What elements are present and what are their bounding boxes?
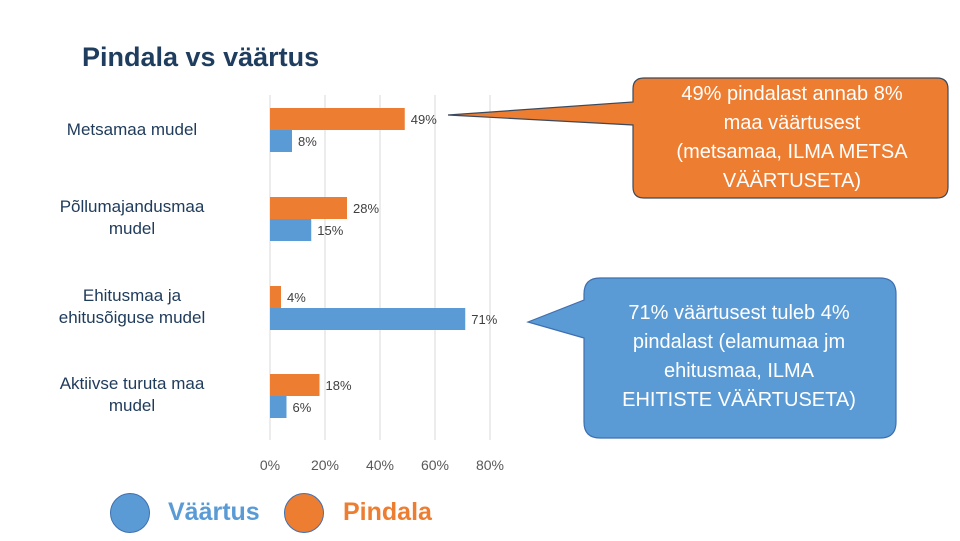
category-label-ehitusmaa: Ehitusmaa ja ehitusõiguse mudel xyxy=(12,285,252,329)
category-label-line: Metsamaa mudel xyxy=(66,120,198,139)
callout-line: maa väärtusest xyxy=(723,112,861,134)
callout-line: 49% pindalast annab 8% xyxy=(681,83,903,105)
x-tick-label: 0% xyxy=(260,457,280,473)
category-label-pollumajandusmaa: Põllumajandusmaa mudel xyxy=(12,196,252,240)
chart-title: Pindala vs väärtus xyxy=(82,42,320,72)
data-label: 15% xyxy=(317,223,343,238)
callout-line: EHITISTE VÄÄRTUSETA) xyxy=(622,389,856,411)
category-label-line: Ehitusmaa ja xyxy=(82,286,182,305)
callout-line: (metsamaa, ILMA METSA xyxy=(676,141,908,163)
category-label-line: mudel xyxy=(108,219,156,238)
bar-pindala xyxy=(270,197,347,219)
bar-pindala xyxy=(270,108,405,130)
bar-vaartus xyxy=(270,219,312,241)
data-label: 71% xyxy=(471,312,497,327)
category-label-metsamaa: Metsamaa mudel xyxy=(12,119,252,141)
callout-forest-bubble xyxy=(447,77,949,199)
x-tick-label: 60% xyxy=(421,457,449,473)
callout-line: pindalast (elamumaa jm xyxy=(632,331,846,353)
bar-pindala xyxy=(270,374,320,396)
data-label: 28% xyxy=(353,201,379,216)
data-label: 6% xyxy=(293,400,312,415)
data-label: 49% xyxy=(411,112,437,127)
legend-pindala-label: Pindala xyxy=(343,498,432,526)
callout-building-text: 71% väärtusest tuleb 4% pindalast (elamu… xyxy=(582,299,896,415)
category-label-aktiivse-turuta: Aktiivse turuta maa mudel xyxy=(12,373,252,417)
bar-pindala xyxy=(270,286,281,308)
callout-forest-text: 49% pindalast annab 8% maa väärtusest (m… xyxy=(636,80,948,196)
category-label-line: Põllumajandusmaa xyxy=(59,197,205,216)
data-label: 8% xyxy=(298,134,317,149)
legend-pindala-marker xyxy=(284,493,324,533)
data-label: 4% xyxy=(287,290,306,305)
bar-vaartus xyxy=(270,396,287,418)
x-tick-label: 20% xyxy=(311,457,339,473)
x-tick-label: 80% xyxy=(476,457,504,473)
category-label-line: Aktiivse turuta maa xyxy=(59,374,205,393)
bar-vaartus xyxy=(270,130,292,152)
callout-building-bubble xyxy=(526,277,897,439)
category-label-line: ehitusõiguse mudel xyxy=(58,308,206,327)
bar-vaartus xyxy=(270,308,466,330)
category-label-line: mudel xyxy=(108,396,156,415)
legend-vaartus-label: Väärtus xyxy=(168,498,260,526)
callout-line: ehitusmaa, ILMA xyxy=(663,360,815,382)
data-label: 18% xyxy=(326,378,352,393)
callout-line: 71% väärtusest tuleb 4% xyxy=(628,302,850,324)
callout-line: VÄÄRTUSETA) xyxy=(722,170,862,192)
x-tick-label: 40% xyxy=(366,457,394,473)
legend-vaartus-marker xyxy=(110,493,150,533)
